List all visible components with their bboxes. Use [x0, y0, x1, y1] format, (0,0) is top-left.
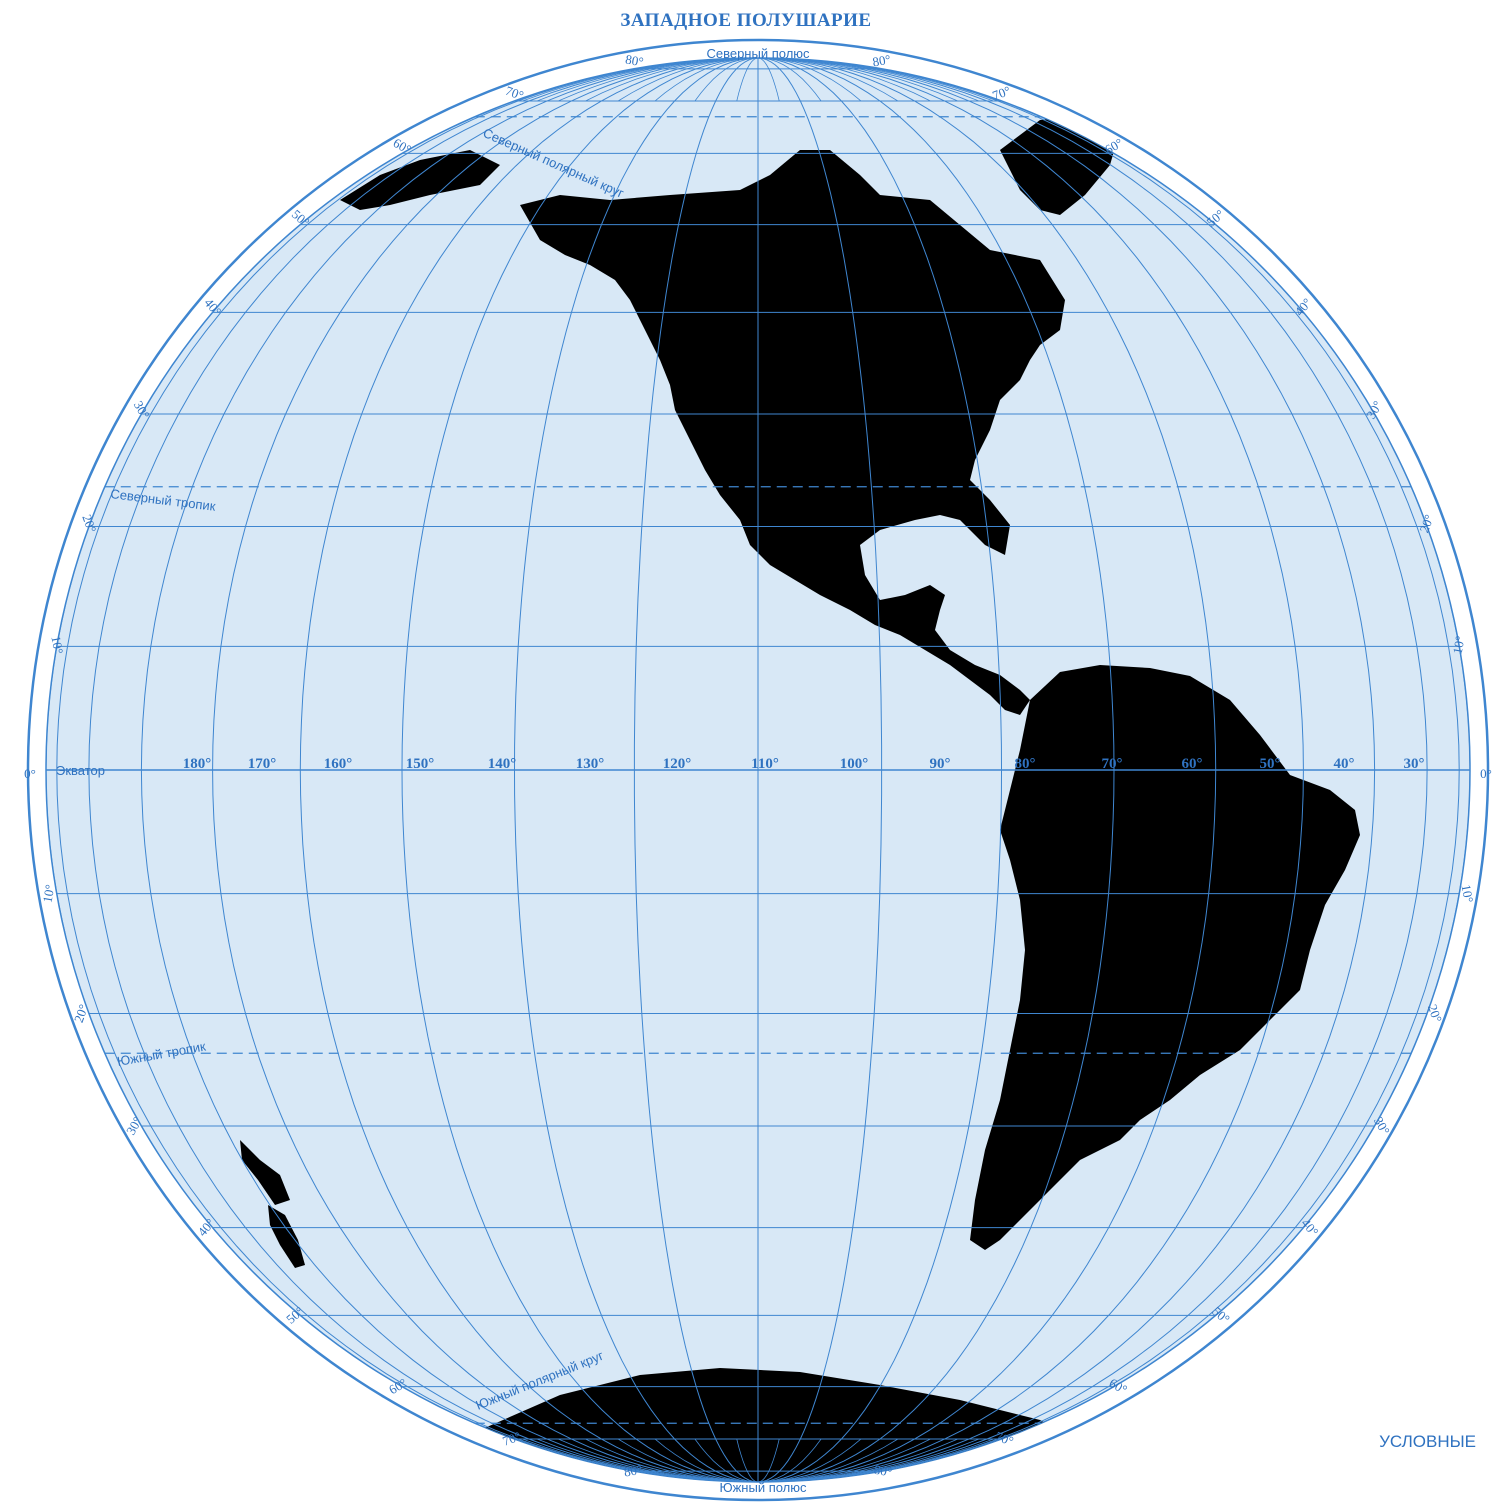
latitude-label: 10°: [1459, 883, 1477, 904]
longitude-label: 80°: [1015, 756, 1036, 772]
latitude-label: 20°: [1416, 512, 1436, 534]
equator-label: Экватор: [56, 763, 105, 778]
longitude-label: 180°: [183, 756, 212, 772]
latitude-label: 0°: [24, 766, 36, 781]
latitude-label: 20°: [71, 1002, 91, 1024]
latitude-label: 10°: [1450, 635, 1468, 656]
south-america: [970, 665, 1360, 1250]
legend-label: УСЛОВНЫЕ: [1379, 1432, 1476, 1451]
longitude-label: 140°: [488, 756, 517, 772]
latitude-label: 20°: [79, 512, 99, 534]
latitude-label: 70°: [500, 1428, 522, 1448]
latitude-label: 0°: [1480, 766, 1492, 781]
latitude-label: 70°: [504, 83, 526, 103]
longitude-label: 120°: [663, 756, 692, 772]
new-zealand-south: [268, 1205, 305, 1268]
latitude-label: 80°: [873, 1462, 894, 1480]
latitude-label: 10°: [40, 883, 58, 904]
longitude-label: 170°: [248, 756, 277, 772]
latitude-label: 80°: [623, 1462, 644, 1480]
longitude-label: 110°: [751, 756, 779, 772]
longitude-label: 160°: [324, 756, 353, 772]
latitude-label: 10°: [48, 635, 66, 656]
longitude-label: 60°: [1182, 756, 1203, 772]
longitude-label: 100°: [840, 756, 869, 772]
longitude-label: 40°: [1334, 756, 1355, 772]
map-title: ЗАПАДНОЕ ПОЛУШАРИЕ: [620, 10, 872, 31]
longitude-label: 70°: [1102, 756, 1123, 772]
latitude-label: 70°: [990, 83, 1012, 103]
latitude-label: 80°: [624, 52, 645, 70]
new-zealand-north: [240, 1140, 290, 1205]
longitude-label: 150°: [406, 756, 435, 772]
north-pole-label: Северный полюс: [706, 46, 810, 61]
chukotka: [340, 150, 500, 210]
longitude-label: 50°: [1260, 756, 1281, 772]
longitude-label: 30°: [1404, 756, 1425, 772]
map-rim-outer: [26, 38, 1490, 1502]
latitude-label: 20°: [1425, 1002, 1445, 1024]
north-america: [520, 150, 1065, 715]
longitude-label: 130°: [576, 756, 605, 772]
graticule: [46, 58, 1470, 1482]
longitude-label: 90°: [930, 756, 951, 772]
south-pole-label: Южный полюс: [719, 1480, 807, 1495]
latitude-label: 80°: [871, 52, 892, 70]
latitude-label: 70°: [993, 1428, 1015, 1448]
